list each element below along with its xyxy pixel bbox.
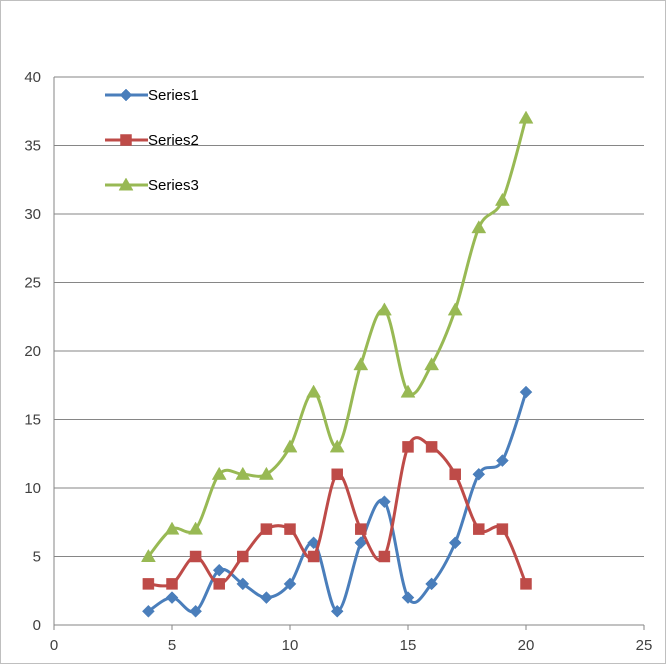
- legend: Series1 Series2 Series3: [105, 87, 199, 194]
- data-point: [520, 578, 532, 590]
- data-point: [166, 578, 178, 590]
- data-point: [449, 468, 461, 481]
- data-point: [236, 577, 250, 591]
- data-point: [378, 495, 391, 509]
- data-point: [258, 466, 274, 480]
- legend-item: Series2: [105, 132, 199, 149]
- legend-marker: [119, 88, 133, 102]
- data-point: [260, 523, 273, 535]
- data-point: [140, 548, 156, 562]
- data-point: [376, 302, 392, 316]
- legend-marker: [120, 134, 132, 146]
- legend-item: Series3: [105, 177, 199, 194]
- data-point: [329, 439, 345, 453]
- data-point: [212, 563, 226, 577]
- data-point: [164, 521, 180, 535]
- x-tick-label: 0: [50, 637, 58, 654]
- data-point: [235, 466, 251, 480]
- y-tick-label: 20: [24, 343, 41, 360]
- data-point: [307, 550, 320, 563]
- data-point: [306, 384, 322, 398]
- data-point: [425, 441, 438, 453]
- legend-item: Series1: [105, 87, 199, 104]
- data-point: [518, 110, 534, 124]
- data-point: [402, 441, 414, 453]
- data-point: [448, 536, 462, 550]
- data-point: [378, 550, 391, 563]
- data-point: [282, 439, 298, 453]
- data-point: [284, 523, 296, 535]
- legend-label: Series1: [148, 87, 199, 104]
- data-point: [330, 604, 344, 618]
- data-point: [165, 591, 179, 604]
- legend-label: Series2: [148, 132, 199, 149]
- x-tick-label: 5: [168, 637, 176, 654]
- data-point: [237, 550, 249, 563]
- series-2: [142, 436, 532, 590]
- data-point: [189, 604, 202, 618]
- data-point: [213, 578, 225, 590]
- data-point: [496, 523, 509, 535]
- data-point: [142, 578, 155, 590]
- legend-marker: [118, 177, 134, 191]
- data-point: [283, 577, 297, 591]
- x-tick-label: 10: [282, 637, 299, 654]
- data-point: [494, 192, 510, 206]
- data-point: [471, 220, 487, 234]
- data-point: [142, 604, 155, 618]
- x-tick-label: 25: [636, 637, 653, 654]
- data-point: [425, 577, 438, 591]
- series-3: [140, 110, 534, 562]
- data-point: [400, 384, 416, 398]
- data-point: [188, 521, 204, 535]
- y-tick-label: 35: [24, 138, 41, 155]
- legend-label: Series3: [148, 177, 199, 194]
- data-point: [472, 467, 486, 481]
- data-point: [355, 523, 367, 535]
- data-point: [519, 385, 533, 399]
- x-tick-label: 15: [400, 637, 417, 654]
- data-point: [353, 357, 369, 371]
- y-tick-label: 10: [24, 480, 41, 497]
- data-point: [211, 466, 227, 480]
- data-point: [189, 550, 202, 563]
- series-line: [146, 116, 528, 558]
- data-point: [447, 302, 463, 316]
- y-tick-label: 40: [24, 69, 41, 86]
- y-tick-label: 0: [33, 617, 41, 634]
- data-point: [401, 591, 415, 604]
- series-line: [146, 390, 528, 614]
- data-point: [496, 454, 509, 467]
- series-1: [142, 385, 533, 618]
- y-tick-label: 25: [24, 275, 41, 292]
- data-point: [354, 536, 368, 550]
- y-tick-label: 5: [33, 549, 41, 566]
- x-tick-label: 20: [518, 637, 535, 654]
- y-tick-label: 30: [24, 206, 41, 223]
- y-tick-label: 15: [24, 412, 41, 429]
- data-point: [424, 357, 440, 371]
- data-point: [260, 591, 273, 604]
- data-point: [473, 523, 485, 535]
- data-point: [331, 468, 343, 481]
